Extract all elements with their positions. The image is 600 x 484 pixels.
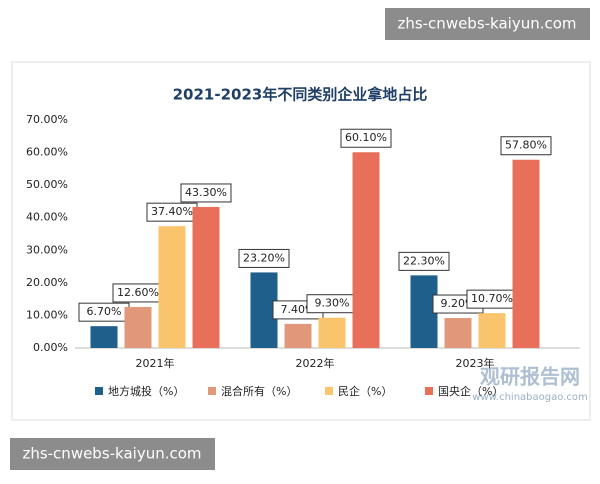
- value-label: 43.30%: [185, 186, 227, 199]
- x-tick-label: 2021年: [136, 356, 175, 370]
- chart-panel: [11, 61, 591, 421]
- y-tick-label: 20.00%: [26, 276, 68, 289]
- bar: [318, 317, 346, 348]
- x-tick-label: 2022年: [296, 356, 335, 370]
- x-tick-label: 2023年: [456, 356, 495, 370]
- value-label: 37.40%: [151, 205, 193, 218]
- y-tick-label: 10.00%: [26, 308, 68, 321]
- value-label-box: [398, 251, 450, 271]
- value-label-box: [180, 183, 232, 203]
- bar: [90, 326, 118, 348]
- value-label: 60.10%: [345, 131, 387, 144]
- legend-swatch: [325, 387, 333, 395]
- y-tick-label: 40.00%: [26, 211, 68, 224]
- value-label: 57.80%: [505, 139, 547, 152]
- value-label: 6.70%: [87, 305, 122, 318]
- watermark-box: [10, 438, 215, 470]
- value-label-box: [340, 128, 392, 148]
- watermark: zhs-cnwebs-kaiyun.com: [397, 15, 576, 33]
- logo-name: 观研报告网: [480, 365, 580, 389]
- value-label: 23.20%: [243, 251, 285, 264]
- y-tick-label: 50.00%: [26, 178, 68, 191]
- legend-swatch: [425, 387, 433, 395]
- value-label: 9.30%: [315, 297, 350, 310]
- y-tick-label: 60.00%: [26, 146, 68, 159]
- y-tick-label: 70.00%: [26, 113, 68, 126]
- bar: [444, 318, 472, 348]
- watermark-box: [385, 8, 590, 40]
- bar: [192, 206, 220, 348]
- y-tick-label: 0.00%: [33, 341, 68, 354]
- value-label: 10.70%: [471, 292, 513, 305]
- chart-title: 2021-2023年不同类别企业拿地占比: [173, 86, 428, 104]
- value-label-box: [500, 136, 552, 156]
- legend-swatch: [95, 387, 103, 395]
- bar: [352, 152, 380, 348]
- watermark: zhs-cnwebs-kaiyun.com: [22, 445, 201, 463]
- legend-label: 国央企（%）: [438, 384, 503, 398]
- legend-label: 民企（%）: [338, 384, 392, 398]
- value-label: 22.30%: [403, 254, 445, 267]
- bar: [478, 313, 506, 348]
- bar: [512, 159, 540, 348]
- y-tick-label: 30.00%: [26, 243, 68, 256]
- bar: [284, 323, 312, 348]
- legend-swatch: [208, 387, 216, 395]
- value-label: 12.60%: [117, 286, 159, 299]
- bar: [124, 306, 152, 348]
- legend-label: 地方城投（%）: [108, 384, 184, 398]
- legend-label: 混合所有（%）: [221, 384, 297, 398]
- value-label-box: [238, 248, 290, 268]
- logo-url: www.chinabaogao.com: [472, 392, 587, 403]
- bar: [158, 226, 186, 348]
